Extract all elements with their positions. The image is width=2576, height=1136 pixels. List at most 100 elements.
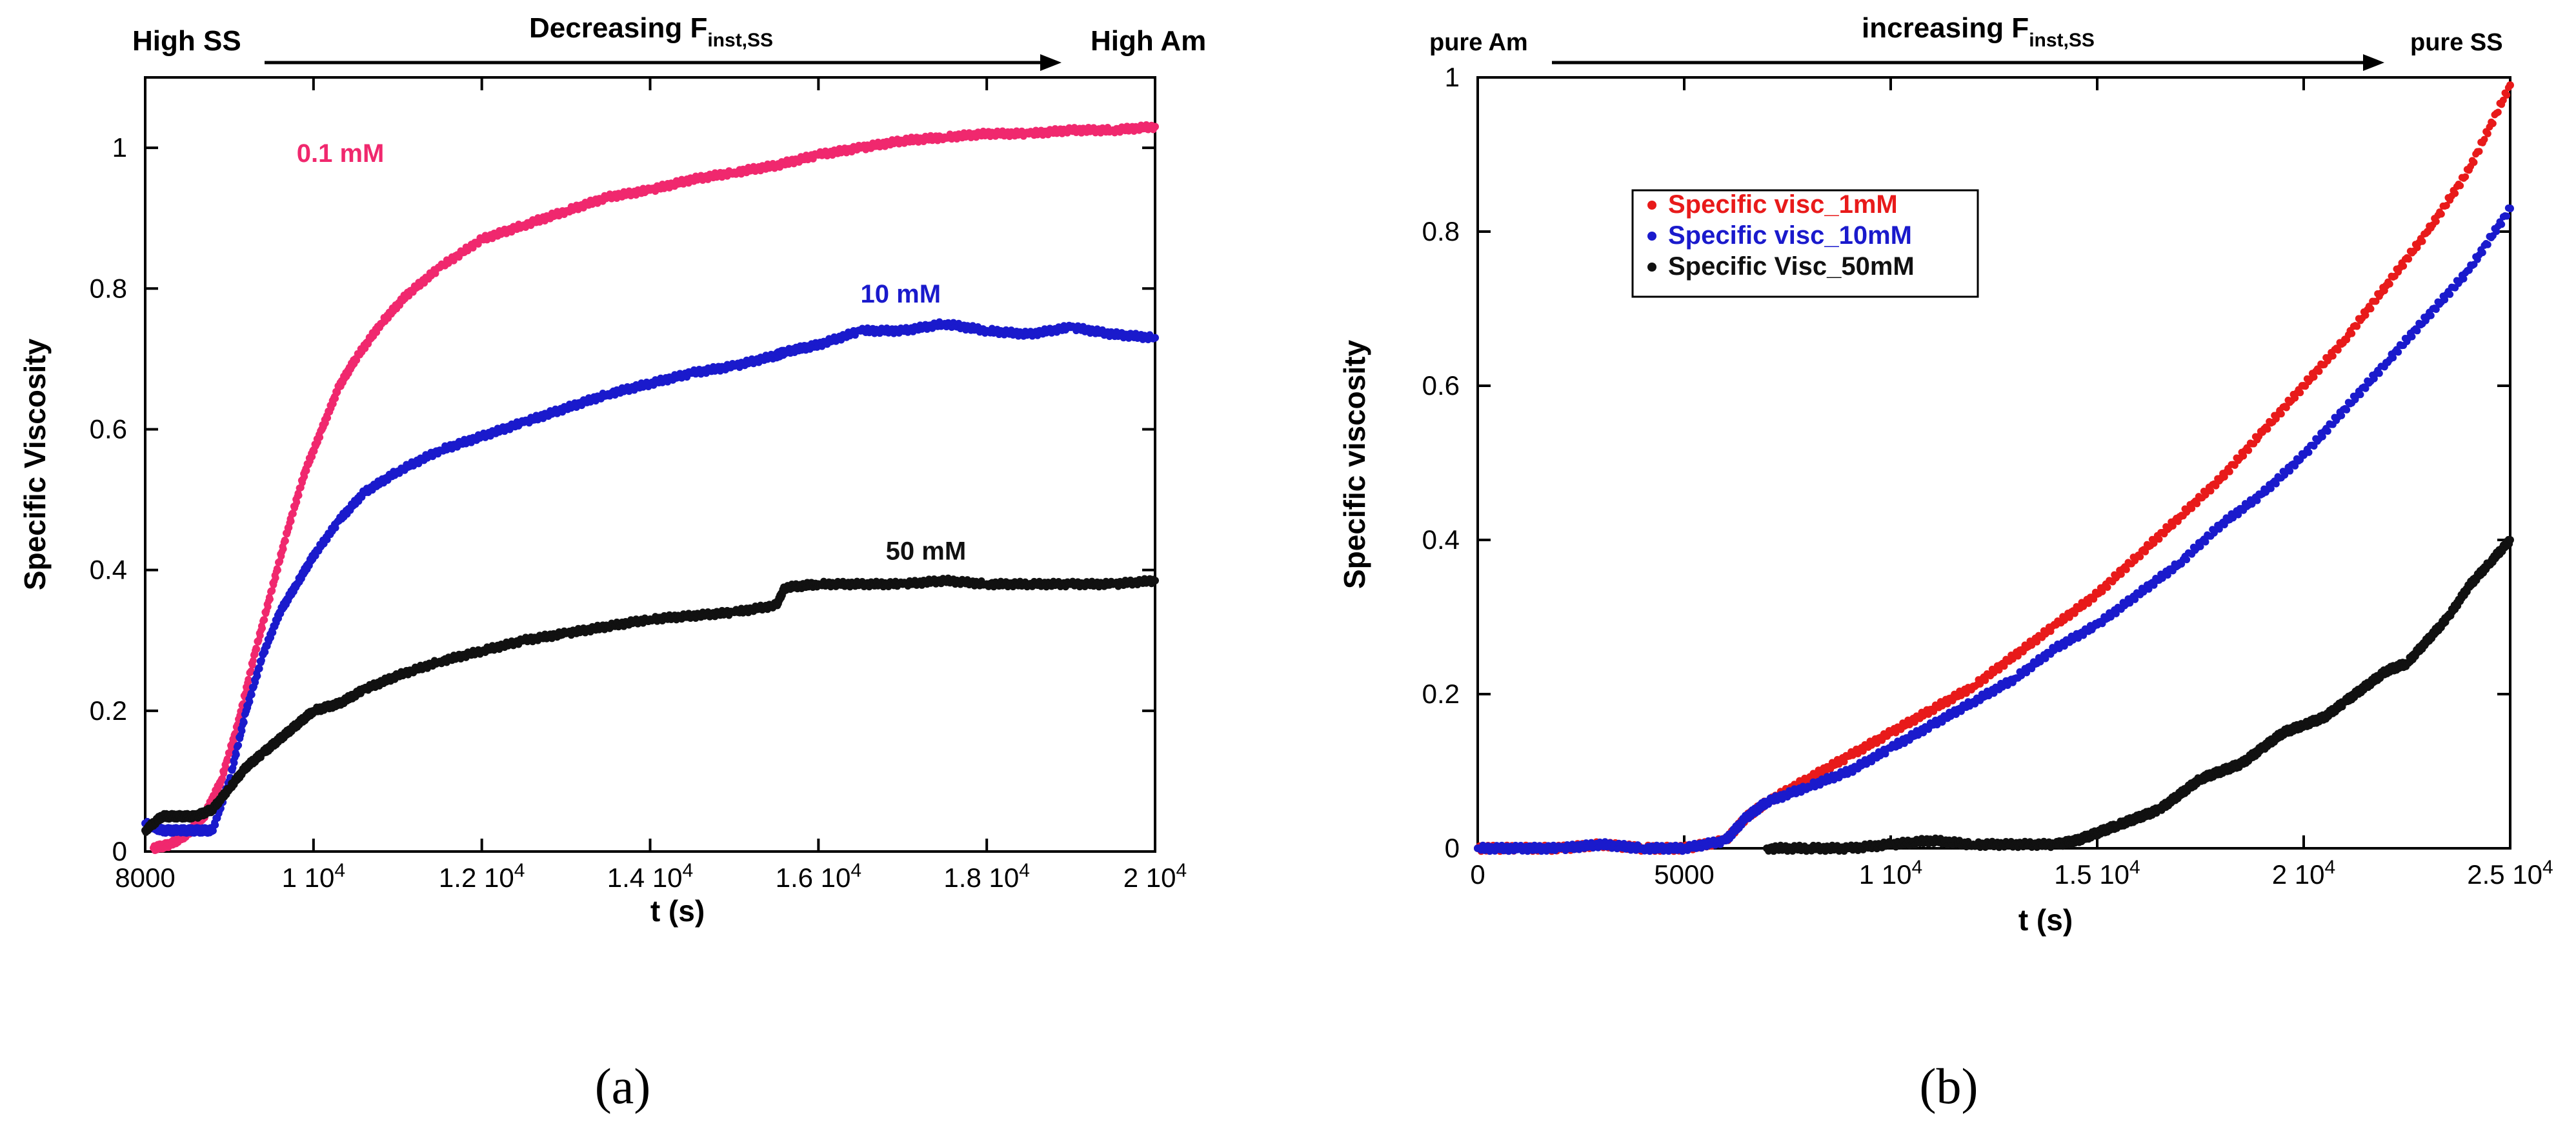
data-point <box>1873 739 1881 747</box>
series-group-b <box>1474 81 2514 855</box>
chart-panel-a: High SS Decreasing Finst,SS High Am 0 0.2… <box>18 12 1206 1114</box>
data-point <box>2291 462 2299 470</box>
y-tick-label: 1 <box>112 132 127 163</box>
y-tick-label: 1 <box>1445 62 1460 92</box>
data-point <box>257 657 265 664</box>
data-point <box>2506 81 2514 89</box>
data-point <box>2066 613 2073 621</box>
data-point <box>2202 538 2209 546</box>
data-point <box>279 545 287 553</box>
data-point <box>2427 312 2435 319</box>
data-point <box>1920 729 1927 737</box>
y-tick-label: 0 <box>1445 833 1460 863</box>
data-point <box>272 574 279 582</box>
data-point <box>2297 389 2304 397</box>
data-point <box>2277 410 2285 418</box>
data-point <box>2329 352 2337 360</box>
data-point <box>2480 135 2488 143</box>
data-point <box>2042 655 2049 663</box>
data-point <box>2498 221 2506 228</box>
data-point <box>2484 241 2491 248</box>
data-point <box>2212 482 2220 490</box>
data-point <box>235 741 243 749</box>
data-point <box>2131 595 2139 603</box>
data-point <box>2442 202 2450 210</box>
data-point <box>2334 346 2342 354</box>
x-tick-label: 1 104 <box>1859 857 1922 890</box>
data-point <box>2362 384 2370 392</box>
data-point <box>269 629 277 637</box>
series-50-mm <box>141 574 1159 836</box>
data-point <box>1151 577 1159 584</box>
legend-entry: Specific Visc_50mM <box>1668 252 1915 281</box>
y-tick-label: 0.2 <box>1422 679 1460 709</box>
data-point <box>1971 700 1979 708</box>
data-point <box>224 757 232 764</box>
data-point <box>2112 610 2120 617</box>
x-tick-label: 1.2 104 <box>439 860 525 893</box>
data-point <box>2470 261 2478 268</box>
data-point <box>2484 130 2491 137</box>
series-specific-visc-1mm <box>1474 81 2514 855</box>
data-point <box>2400 263 2408 270</box>
data-point <box>247 667 255 675</box>
y-axis-label-a: Specific Viscosity <box>18 338 52 590</box>
data-point <box>2023 669 2031 677</box>
legend-marker <box>1647 263 1656 272</box>
data-point <box>258 624 266 632</box>
data-point <box>1995 666 2003 674</box>
direction-arrowhead-a <box>1040 54 1062 71</box>
data-point <box>2142 548 2149 555</box>
data-point <box>2226 468 2233 475</box>
data-point <box>254 672 261 680</box>
y-tick-label: 0.2 <box>90 695 127 726</box>
data-point <box>261 616 268 624</box>
x-tick-label: 2 104 <box>2272 857 2335 890</box>
data-point <box>2245 446 2253 454</box>
data-point <box>2286 467 2294 475</box>
data-point <box>1952 711 1960 719</box>
data-point <box>323 536 331 544</box>
data-point <box>289 510 297 517</box>
data-point <box>2362 312 2370 319</box>
data-point <box>332 524 339 532</box>
x-axis-label-a: t (s) <box>650 894 705 928</box>
data-point <box>261 648 269 656</box>
data-point <box>2310 374 2318 381</box>
data-point <box>2470 159 2478 166</box>
data-point <box>2446 290 2454 298</box>
data-point <box>2145 585 2153 593</box>
data-point <box>2338 412 2346 419</box>
data-point <box>246 698 254 706</box>
data-point <box>1151 334 1159 342</box>
data-point <box>2104 583 2111 591</box>
data-point <box>2432 306 2440 314</box>
data-point <box>295 492 303 499</box>
data-point <box>2503 212 2511 220</box>
data-point <box>1944 700 1951 708</box>
series-0-1-mm <box>150 121 1159 854</box>
x-tick-label: 5000 <box>1654 859 1714 890</box>
data-point <box>2085 599 2093 607</box>
legend-entry: Specific visc_1mM <box>1668 190 1898 219</box>
data-point <box>2395 348 2402 356</box>
data-point <box>232 751 240 759</box>
header-right-label-b: pure SS <box>2410 29 2503 56</box>
data-point <box>2475 148 2483 155</box>
data-point <box>2137 553 2144 561</box>
data-point <box>212 821 219 829</box>
y-tick-label: 0 <box>112 836 127 866</box>
data-point <box>268 587 276 595</box>
data-point <box>2451 190 2459 197</box>
header-left-label-b: pure Am <box>1429 29 1528 56</box>
x-axis-label-b: t (s) <box>2018 903 2073 937</box>
data-point <box>2264 425 2271 433</box>
header-middle-label-a: Decreasing Finst,SS <box>529 12 773 51</box>
chart-panel-b: pure Am increasing Finst,SS pure SS 0 0.2… <box>1338 12 2553 1114</box>
data-point <box>2462 173 2470 181</box>
data-point <box>2419 237 2426 245</box>
header-right-label-a: High Am <box>1091 25 1206 57</box>
series-label: 50 mM <box>886 537 967 565</box>
data-point <box>2343 406 2351 414</box>
